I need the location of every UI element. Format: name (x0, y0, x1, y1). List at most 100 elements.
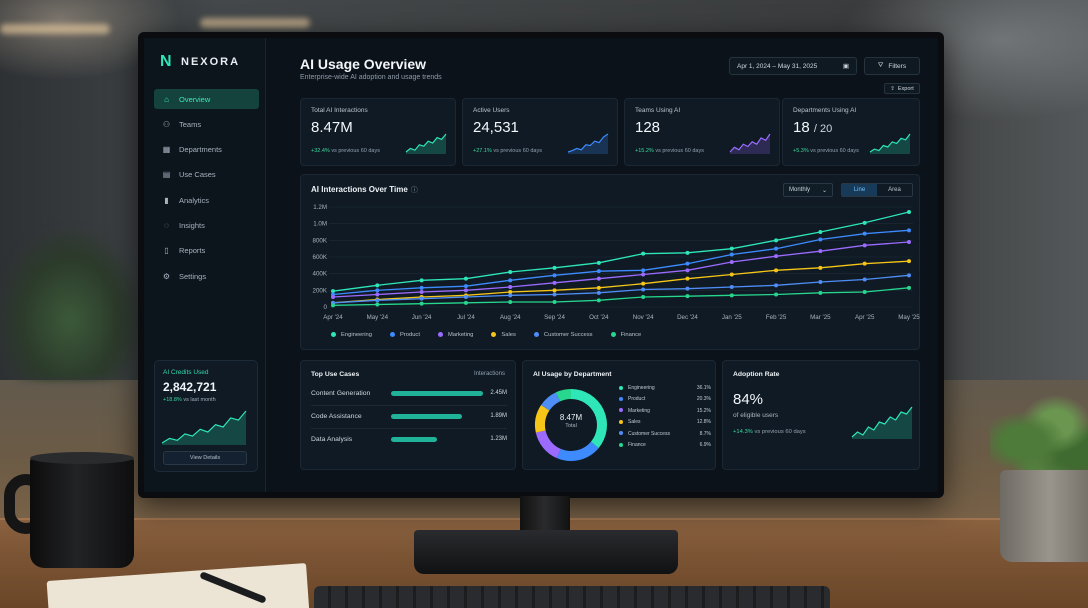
kpi-value: 24,531 (473, 119, 519, 136)
legend-label: Engineering (341, 332, 372, 339)
kpi-value-of: / 20 (813, 123, 833, 135)
data-point (419, 290, 424, 294)
sidebar-item-label: Teams (179, 119, 202, 129)
x-tick-label: May '24 (367, 314, 389, 321)
data-point (463, 276, 468, 281)
kpi-delta-suffix: vs previous 60 days (655, 148, 704, 154)
kpi-delta-value: +32.4% (311, 148, 330, 154)
legend-swatch (491, 332, 497, 337)
export-button[interactable]: ⇪ Export (884, 83, 920, 94)
adoption-delta-value: +14.3% (733, 429, 753, 435)
logo-icon: N (160, 53, 172, 70)
kpi-card-teams-using-ai[interactable]: Teams Using AI 128 +15.2% vs previous 60… (624, 98, 780, 166)
view-details-button[interactable]: View Details (163, 451, 247, 465)
sidebar-item-analytics[interactable]: ▮ Analytics (154, 190, 259, 210)
legend-item[interactable]: Sales (491, 332, 516, 338)
column-header: Interactions (473, 371, 505, 377)
donut-slice (535, 430, 562, 459)
data-point (463, 284, 468, 289)
toggle-line[interactable]: Line (842, 184, 877, 196)
credits-label: AI Credits Used (163, 369, 209, 376)
y-tick-label: 600K (313, 254, 328, 261)
sidebar-item-use-cases[interactable]: ▤ Use Cases (154, 165, 259, 185)
sidebar-item-settings[interactable]: ⚙ Settings (154, 266, 259, 286)
x-tick-label: Mar '25 (810, 314, 831, 321)
data-point (596, 260, 601, 265)
department-percent: 6.9% (699, 441, 711, 448)
legend-item[interactable]: Product (389, 332, 420, 338)
department-legend-item[interactable]: Finance 6.9% (619, 442, 711, 453)
adoption-sparkline (851, 406, 913, 439)
lightbulb-icon: ◌ (164, 220, 169, 230)
y-tick-label: 1.0M (313, 221, 327, 228)
kpi-label: Total AI Interactions (311, 107, 368, 114)
department-legend-item[interactable]: Engineering 36.1% (619, 385, 711, 396)
data-point (774, 254, 779, 259)
department-usage-card: AI Usage by Department 8.47M Total Engin… (522, 360, 716, 470)
data-point (862, 231, 867, 236)
sidebar-item-reports[interactable]: ▯ Reports (154, 241, 259, 261)
sidebar-item-label: Overview (179, 94, 211, 104)
sidebar-item-insights[interactable]: ◌ Insights (154, 215, 259, 235)
data-point (907, 273, 911, 278)
kpi-card-departments-using-ai[interactable]: Departments Using AI 18 / 20 +5.3% vs pr… (782, 98, 920, 166)
sparkline-line (567, 133, 609, 153)
x-tick-label: Apr '24 (323, 314, 343, 321)
legend-item[interactable]: Engineering (331, 332, 372, 338)
date-range-picker[interactable]: Apr 1, 2024 – May 31, 2025 ▣ (729, 57, 857, 75)
x-tick-label: May '25 (898, 314, 920, 321)
info-icon[interactable]: ⓘ (410, 187, 418, 194)
department-legend-item[interactable]: Sales 12.8% (619, 419, 711, 430)
sidebar-item-overview[interactable]: ⌂ Overview (154, 89, 259, 109)
kpi-card-total-interactions[interactable]: Total AI Interactions 8.47M +32.4% vs pr… (300, 98, 456, 166)
kpi-value: 8.47M (311, 119, 353, 136)
department-name: Product (628, 396, 646, 403)
x-tick-label: Apr '25 (855, 314, 875, 321)
data-point (862, 290, 867, 294)
data-point (862, 277, 867, 282)
page-title: AI Usage Overview (300, 56, 427, 72)
list-item[interactable]: Code Assistance 1.89M (311, 409, 507, 429)
legend-swatch (389, 332, 395, 337)
data-point (818, 290, 823, 295)
legend-item[interactable]: Finance (610, 332, 641, 338)
sparkline-line (851, 406, 913, 438)
kpi-value-number: 18 (793, 119, 810, 136)
coffee-mug (30, 456, 134, 568)
x-tick-label: Feb '25 (766, 314, 787, 321)
period-select[interactable]: Monthly ⌄ (783, 183, 833, 197)
data-point (463, 288, 468, 293)
data-point (552, 265, 557, 270)
adoption-delta: +14.3% vs previous 60 days (733, 429, 806, 435)
series-product (331, 228, 911, 297)
kpi-label: Teams Using AI (635, 107, 681, 114)
data-point (331, 289, 335, 294)
list-item[interactable]: Content Generation 2.45M (311, 386, 507, 406)
monitor: N NEXORA ⌂ Overview ⚇ Teams ▦ Departments ▤… (138, 32, 944, 498)
credits-sparkline (161, 410, 247, 445)
toggle-area[interactable]: Area (888, 187, 901, 193)
legend-swatch (619, 385, 623, 390)
legend-item[interactable]: Marketing (437, 332, 473, 338)
plant-pot (1000, 470, 1088, 562)
department-legend-item[interactable]: Product 20.3% (619, 396, 711, 407)
department-legend-item[interactable]: Customer Success 8.7% (619, 431, 711, 442)
kpi-card-active-users[interactable]: Active Users 24,531 +27.1% vs previous 6… (462, 98, 618, 166)
use-case-label: Content Generation (311, 390, 371, 397)
y-tick-label: 1.2M (313, 204, 327, 211)
adoption-delta-suffix: vs previous 60 days (754, 429, 806, 435)
sparkline-area (162, 411, 246, 445)
data-point (331, 295, 335, 299)
legend-item[interactable]: Customer Success (533, 332, 593, 338)
data-point (641, 251, 646, 256)
filters-button[interactable]: ⛛ Filters (864, 57, 920, 75)
sidebar-item-departments[interactable]: ▦ Departments (154, 140, 259, 160)
sparkline-line (161, 410, 247, 444)
sidebar-item-teams[interactable]: ⚇ Teams (154, 114, 259, 134)
sidebar-item-label: Settings (179, 271, 207, 281)
department-legend-item[interactable]: Marketing 15.2% (619, 408, 711, 419)
kpi-delta: +15.2% vs previous 60 days (635, 148, 704, 154)
list-item[interactable]: Data Analysis 1.23M (311, 432, 507, 452)
legend-swatch (619, 408, 623, 413)
x-tick-label: Nov '24 (633, 314, 654, 321)
